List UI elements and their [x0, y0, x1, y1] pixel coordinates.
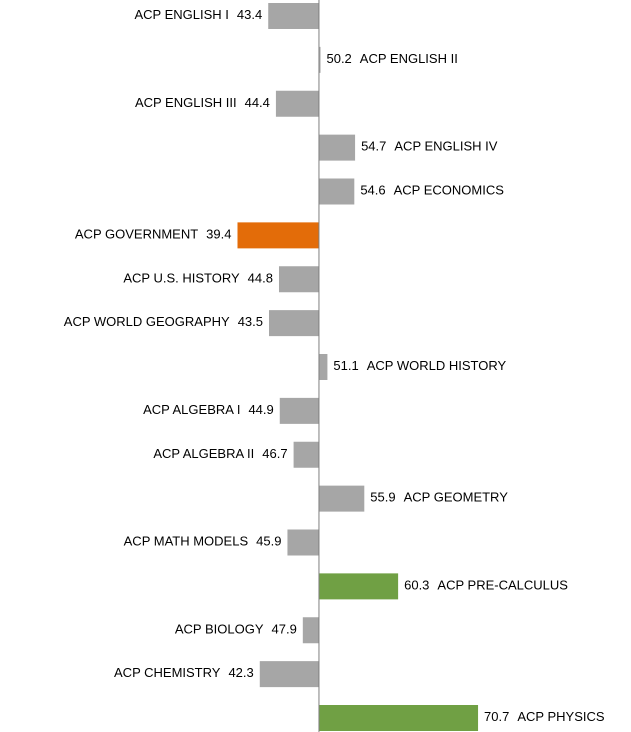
- data-label: 70.7 ACP PHYSICS: [484, 709, 605, 724]
- data-label: ACP BIOLOGY 47.9: [175, 622, 297, 637]
- value-label: 50.2: [326, 51, 351, 66]
- category-label: ACP GEOMETRY: [404, 490, 509, 505]
- data-label: 55.9 ACP GEOMETRY: [370, 490, 508, 505]
- data-label: ACP U.S. HISTORY 44.8: [123, 271, 273, 286]
- value-label: 45.9: [256, 534, 281, 549]
- category-label: ACP BIOLOGY: [175, 622, 264, 637]
- bar: [318, 354, 328, 380]
- value-label: 70.7: [484, 709, 509, 724]
- category-label: ACP ECONOMICS: [394, 183, 505, 198]
- data-label: 54.6 ACP ECONOMICS: [360, 183, 504, 198]
- bar: [318, 485, 365, 512]
- value-label: 44.8: [248, 271, 273, 286]
- category-label: ACP ENGLISH IV: [394, 139, 497, 154]
- bar: [318, 46, 321, 73]
- bar: [259, 661, 319, 688]
- value-label: 51.1: [333, 358, 358, 373]
- category-label: ACP ENGLISH II: [360, 51, 458, 66]
- value-label: 47.9: [272, 622, 297, 637]
- bar: [278, 266, 319, 293]
- category-label: ACP WORLD GEOGRAPHY: [64, 315, 230, 330]
- data-label: 51.1 ACP WORLD HISTORY: [333, 358, 506, 373]
- bar: [268, 3, 319, 29]
- category-label: ACP PHYSICS: [517, 709, 605, 724]
- data-label: ACP CHEMISTRY 42.3: [114, 666, 254, 681]
- bar: [302, 617, 319, 644]
- bar: [318, 134, 356, 161]
- data-label: 50.2 ACP ENGLISH II: [326, 51, 457, 66]
- value-label: 54.7: [361, 139, 386, 154]
- bar: [275, 90, 319, 117]
- value-label: 43.4: [237, 7, 262, 22]
- value-label: 54.6: [360, 183, 385, 198]
- value-label: 43.5: [238, 315, 263, 330]
- bar: [293, 441, 319, 468]
- data-label: ACP GOVERNMENT 39.4: [75, 227, 232, 242]
- data-label: ACP MATH MODELS 45.9: [124, 534, 282, 549]
- data-label: ACP WORLD GEOGRAPHY 43.5: [64, 315, 263, 330]
- bar: [279, 397, 319, 424]
- category-label: ACP ALGEBRA I: [143, 402, 240, 417]
- category-label: ACP U.S. HISTORY: [123, 271, 240, 286]
- bar: [318, 705, 479, 731]
- value-label: 46.7: [262, 446, 287, 461]
- value-label: 42.3: [228, 666, 253, 681]
- bar: [287, 529, 319, 556]
- category-label: ACP ENGLISH III: [135, 95, 237, 110]
- bar: [269, 310, 319, 337]
- data-label: 54.7 ACP ENGLISH IV: [361, 139, 498, 154]
- data-label: ACP ENGLISH III 44.4: [135, 95, 270, 110]
- value-label: 44.9: [248, 402, 273, 417]
- category-label: ACP GOVERNMENT: [75, 227, 198, 242]
- value-label: 44.4: [245, 95, 270, 110]
- bar: [318, 573, 399, 600]
- value-label: 60.3: [404, 578, 429, 593]
- bar: [318, 178, 355, 205]
- category-label: ACP MATH MODELS: [124, 534, 249, 549]
- category-label: ACP WORLD HISTORY: [367, 358, 507, 373]
- category-label: ACP PRE-CALCULUS: [437, 578, 568, 593]
- data-label: 60.3 ACP PRE-CALCULUS: [404, 578, 568, 593]
- category-label: ACP ENGLISH I: [135, 7, 229, 22]
- value-label: 39.4: [206, 227, 231, 242]
- data-label: ACP ALGEBRA II 46.7: [153, 446, 287, 461]
- category-label: ACP CHEMISTRY: [114, 666, 221, 681]
- data-label: ACP ALGEBRA I 44.9: [143, 402, 274, 417]
- category-label: ACP ALGEBRA II: [153, 446, 254, 461]
- value-label: 55.9: [370, 490, 395, 505]
- data-label: ACP ENGLISH I 43.4: [135, 7, 263, 22]
- bar: [237, 222, 319, 249]
